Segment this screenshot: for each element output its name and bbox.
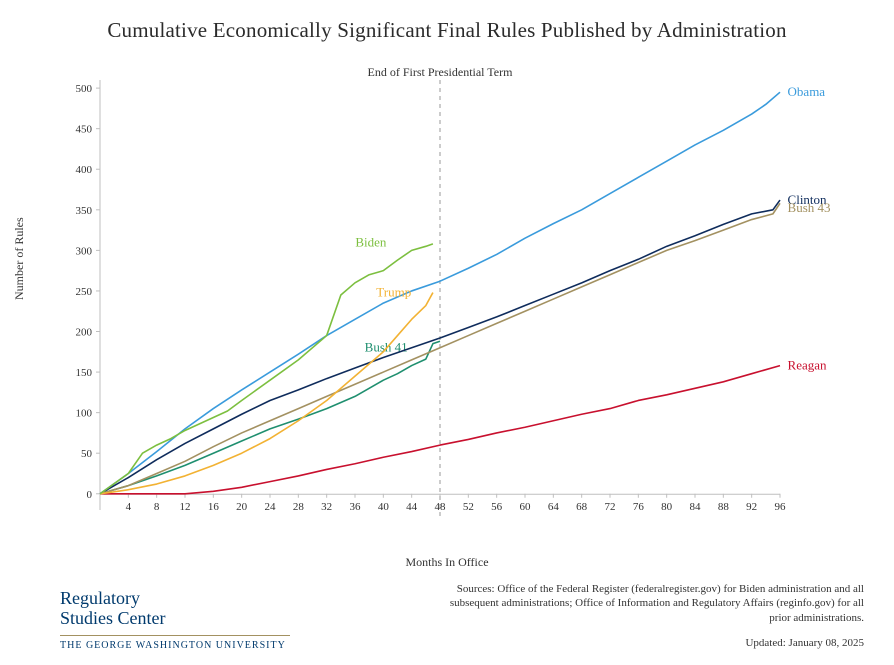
svg-text:40: 40 xyxy=(378,501,390,513)
svg-text:56: 56 xyxy=(491,501,503,513)
svg-text:500: 500 xyxy=(76,83,93,95)
series-label-bush-41: Bush 41 xyxy=(365,340,408,355)
updated-text: Updated: January 08, 2025 xyxy=(434,636,864,651)
series-label-biden: Biden xyxy=(355,234,387,249)
chart-title: Cumulative Economically Significant Fina… xyxy=(0,0,894,43)
svg-text:84: 84 xyxy=(690,501,702,513)
footer: Regulatory Studies Center THE GEORGE WAS… xyxy=(60,582,864,651)
svg-text:80: 80 xyxy=(661,501,673,513)
svg-text:28: 28 xyxy=(293,501,305,513)
svg-text:350: 350 xyxy=(76,205,93,217)
svg-text:96: 96 xyxy=(775,501,787,513)
svg-text:60: 60 xyxy=(520,501,532,513)
svg-text:44: 44 xyxy=(406,501,418,513)
series-bush-41 xyxy=(100,341,440,494)
logo-rule xyxy=(60,635,290,636)
svg-text:72: 72 xyxy=(605,501,616,513)
logo-line1: Regulatory xyxy=(60,589,290,609)
logo-sub: THE GEORGE WASHINGTON UNIVERSITY xyxy=(60,640,290,651)
svg-text:450: 450 xyxy=(76,124,93,136)
logo-line2: Studies Center xyxy=(60,609,290,629)
plot-area: 0 50 100 150 200 250 300 350 400 450 500 4 8 12 16 20 24… xyxy=(60,60,850,540)
svg-text:92: 92 xyxy=(746,501,757,513)
series-label-obama: Obama xyxy=(788,84,826,99)
svg-text:32: 32 xyxy=(321,501,332,513)
sources-text: Sources: Office of the Federal Register … xyxy=(434,582,864,627)
y-axis-label: Number of Rules xyxy=(12,217,27,300)
logo-block: Regulatory Studies Center THE GEORGE WAS… xyxy=(60,589,290,651)
svg-text:88: 88 xyxy=(718,501,730,513)
svg-text:300: 300 xyxy=(76,245,93,257)
svg-text:8: 8 xyxy=(154,501,160,513)
svg-text:250: 250 xyxy=(76,286,93,298)
svg-text:24: 24 xyxy=(265,501,277,513)
chart-svg: 0 50 100 150 200 250 300 350 400 450 500 4 8 12 16 20 24… xyxy=(60,60,850,540)
series-label-trump: Trump xyxy=(376,285,411,300)
svg-text:200: 200 xyxy=(76,327,93,339)
svg-text:50: 50 xyxy=(81,448,93,460)
svg-text:4: 4 xyxy=(126,501,132,513)
svg-text:100: 100 xyxy=(76,408,93,420)
svg-text:68: 68 xyxy=(576,501,588,513)
svg-text:End of First Presidential Term: End of First Presidential Term xyxy=(368,65,514,79)
svg-text:16: 16 xyxy=(208,501,220,513)
svg-text:400: 400 xyxy=(76,164,93,176)
svg-text:52: 52 xyxy=(463,501,474,513)
series-label-bush-43: Bush 43 xyxy=(788,200,831,215)
series-label-reagan: Reagan xyxy=(788,358,827,373)
source-block: Sources: Office of the Federal Register … xyxy=(434,582,864,651)
svg-text:20: 20 xyxy=(236,501,248,513)
svg-text:36: 36 xyxy=(350,501,362,513)
x-axis-label: Months In Office xyxy=(0,555,894,570)
svg-text:0: 0 xyxy=(87,489,93,501)
svg-text:76: 76 xyxy=(633,501,645,513)
svg-text:150: 150 xyxy=(76,367,93,379)
svg-text:64: 64 xyxy=(548,501,560,513)
svg-text:12: 12 xyxy=(180,501,191,513)
